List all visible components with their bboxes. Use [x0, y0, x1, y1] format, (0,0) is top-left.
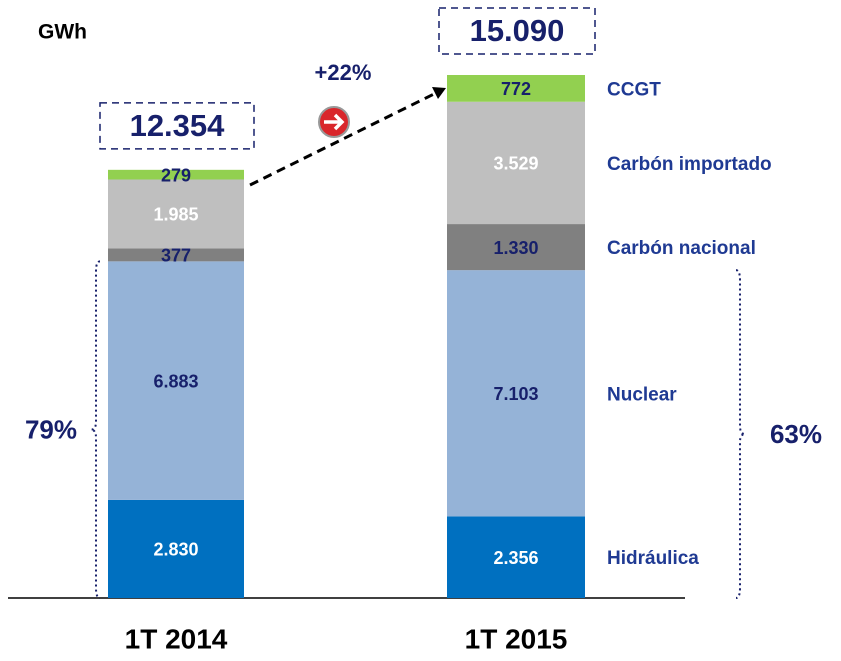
bar-segment	[447, 101, 585, 225]
bar-segment	[108, 169, 244, 180]
value-label: 279	[161, 165, 191, 185]
bar-segment	[108, 499, 244, 598]
legend-label: CCGT	[607, 79, 661, 100]
value-label: 772	[501, 79, 531, 99]
legend-label: Nuclear	[607, 384, 677, 405]
growth-label: +22%	[315, 60, 372, 85]
legend-label: Carbón importado	[607, 154, 772, 175]
value-label: 3.529	[493, 154, 538, 174]
value-label: 7.103	[493, 384, 538, 404]
growth-arrow	[249, 90, 439, 187]
x-tick-label: 1T 2015	[465, 623, 568, 654]
share-label: 79%	[25, 415, 77, 445]
bar-segment	[447, 516, 585, 598]
value-label: 2.830	[153, 540, 198, 560]
x-tick-label: 1T 2014	[125, 623, 228, 654]
bar-segment	[108, 261, 244, 500]
arrow-head	[432, 87, 446, 99]
bar-segment	[447, 75, 585, 102]
total-box	[99, 102, 255, 150]
value-label: 2.356	[493, 548, 538, 568]
growth-icon	[318, 106, 350, 138]
legend-label: Carbón nacional	[607, 238, 756, 259]
value-label: 377	[161, 246, 191, 266]
share-brace	[735, 269, 746, 599]
unit-label: GWh	[38, 21, 87, 44]
value-label: 6.883	[153, 371, 198, 391]
bar-segment	[447, 224, 585, 271]
share-label: 63%	[770, 419, 822, 449]
bar-segment	[108, 248, 244, 262]
value-label: 1.330	[493, 238, 538, 258]
bar-segment	[447, 270, 585, 517]
legend-label: Hidráulica	[607, 548, 699, 569]
value-label: 1.985	[153, 205, 198, 225]
total-box	[438, 7, 596, 55]
total-label: 12.354	[130, 108, 226, 143]
total-label: 15.090	[470, 13, 565, 48]
bar-segment	[108, 179, 244, 249]
share-brace	[90, 260, 101, 599]
